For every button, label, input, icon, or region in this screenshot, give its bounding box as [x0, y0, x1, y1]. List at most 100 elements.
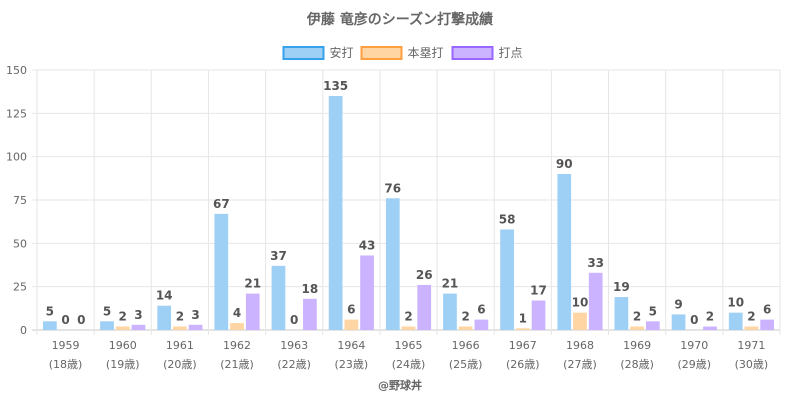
- gridlines: [32, 69, 781, 335]
- data-label: 5: [103, 304, 111, 318]
- data-label: 2: [404, 310, 412, 324]
- data-label: 2: [633, 310, 641, 324]
- data-label: 0: [61, 313, 69, 327]
- legend-swatch: [360, 46, 403, 60]
- bar: [531, 300, 546, 330]
- bar: [230, 323, 244, 330]
- bar: [417, 284, 432, 330]
- x-tick-sublabel: (19歳): [106, 358, 140, 371]
- x-tick-sublabel: (23歳): [335, 358, 369, 371]
- y-axis: 0 25 50 75 100 125 150: [6, 64, 27, 337]
- bar: [131, 324, 146, 330]
- bar: [173, 326, 187, 330]
- data-label: 2: [119, 310, 127, 324]
- data-label: 18: [302, 282, 319, 296]
- data-label: 10: [727, 296, 744, 310]
- bar: [557, 174, 572, 330]
- legend-label: 打点: [499, 46, 523, 60]
- bar: [385, 198, 400, 330]
- x-tick-label: 1969: [623, 339, 651, 352]
- legend-label: 本塁打: [408, 46, 444, 60]
- x-tick-label: 1967: [509, 339, 537, 352]
- data-label: 21: [442, 277, 459, 291]
- bar: [245, 293, 260, 330]
- bar: [303, 298, 317, 330]
- data-label: 0: [290, 313, 298, 327]
- y-tick-label: 125: [6, 107, 27, 120]
- data-label: 76: [384, 181, 401, 195]
- bar: [760, 319, 774, 330]
- data-label: 58: [499, 212, 516, 226]
- bar: [271, 265, 286, 330]
- x-tick-sublabel: (28歳): [620, 358, 654, 371]
- data-label: 10: [572, 296, 589, 310]
- data-label: 1: [519, 311, 527, 325]
- x-tick-sublabel: (25歳): [449, 358, 483, 371]
- bar: [43, 321, 57, 330]
- chart-title: 伊藤 竜彦のシーズン打撃成績: [306, 11, 493, 28]
- data-label: 3: [134, 308, 142, 322]
- x-axis: 1959 (18歳) 1960 (19歳) 1961 (20歳) 1962 (21歳) 1963…: [49, 339, 768, 371]
- bar: [614, 297, 629, 330]
- bar: [100, 321, 114, 330]
- data-label: 26: [416, 268, 433, 282]
- y-tick-label: 25: [13, 281, 27, 294]
- x-tick-label: 1968: [566, 339, 594, 352]
- data-label: 3: [191, 308, 199, 322]
- data-label: 33: [587, 256, 604, 270]
- bar: [728, 312, 743, 330]
- data-label: 37: [270, 249, 287, 263]
- x-tick-label: 1965: [395, 339, 423, 352]
- x-tick-label: 1959: [52, 339, 80, 352]
- y-tick-label: 150: [6, 64, 27, 77]
- y-tick-label: 75: [13, 194, 27, 207]
- x-tick-label: 1964: [337, 339, 365, 352]
- data-label: 4: [233, 306, 241, 320]
- x-tick-label: 1960: [109, 339, 137, 352]
- x-tick-label: 1962: [223, 339, 251, 352]
- data-label: 9: [674, 297, 682, 311]
- bar: [115, 326, 130, 330]
- data-label: 2: [461, 310, 469, 324]
- data-label: 67: [213, 197, 230, 211]
- data-label: 0: [690, 313, 698, 327]
- bar: [214, 213, 229, 330]
- data-label: 0: [77, 313, 85, 327]
- bar: [573, 312, 587, 330]
- x-tick-sublabel: (24歳): [392, 358, 426, 371]
- bar: [157, 305, 172, 330]
- bar: [744, 326, 759, 330]
- data-label: 6: [477, 303, 485, 317]
- data-label: 2: [176, 310, 184, 324]
- bar: [500, 229, 514, 330]
- x-tick-sublabel: (22歳): [277, 358, 311, 371]
- x-tick-sublabel: (27歳): [563, 358, 597, 371]
- x-tick-sublabel: (18歳): [49, 358, 83, 371]
- bar: [515, 328, 530, 330]
- y-tick-label: 100: [6, 151, 27, 164]
- bar: [645, 321, 660, 330]
- data-label: 90: [556, 157, 573, 171]
- y-tick-label: 50: [13, 237, 27, 250]
- x-tick-label: 1971: [737, 339, 765, 352]
- data-label: 21: [244, 277, 261, 291]
- x-tick-sublabel: (30歳): [735, 358, 769, 371]
- bar: [344, 319, 359, 330]
- bar: [401, 326, 416, 330]
- legend-swatch: [282, 46, 325, 60]
- data-label: 43: [359, 238, 376, 252]
- data-label: 19: [613, 280, 630, 294]
- x-tick-label: 1963: [280, 339, 308, 352]
- bar: [360, 255, 374, 330]
- legend: 安打 本塁打 打点: [282, 45, 523, 60]
- bars: [43, 96, 774, 330]
- bar: [474, 319, 489, 330]
- bar: [671, 314, 686, 330]
- bar: [703, 326, 717, 330]
- data-label: 135: [323, 79, 348, 93]
- data-label: 17: [530, 284, 547, 298]
- bar: [443, 293, 457, 330]
- x-tick-label: 1970: [680, 339, 708, 352]
